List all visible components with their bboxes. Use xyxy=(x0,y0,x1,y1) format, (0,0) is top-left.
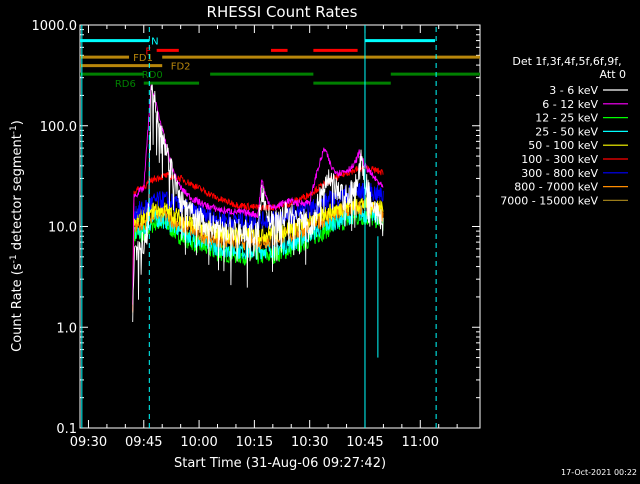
vertical-markers xyxy=(81,25,437,428)
generation-timestamp: 17-Oct-2021 00:22 xyxy=(561,468,637,477)
y-tick-label: 10.0 xyxy=(48,221,77,236)
legend-label: 800 - 7000 keV xyxy=(514,181,598,194)
y-axis-label: Count Rate (s-1 detector segment-1) xyxy=(9,120,25,352)
x-tick-label: 09:30 xyxy=(70,435,107,450)
legend-label: 12 - 25 keV xyxy=(535,112,598,125)
x-tick-label: 10:00 xyxy=(180,435,217,450)
legend-header-detectors: Det 1f,3f,4f,5f,6f,9f, xyxy=(512,55,621,68)
series-layer xyxy=(132,82,384,323)
state-label-rd6: RD6 xyxy=(115,79,136,90)
legend: Det 1f,3f,4f,5f,6f,9f, Att 0 3 - 6 keV6 … xyxy=(500,55,628,207)
state-label-fd2: FD2 xyxy=(171,62,191,73)
y-axis-label-main: Count Rate (s xyxy=(10,263,25,352)
y-axis-label-sup2: -1 xyxy=(9,125,19,134)
y-axis: 0.1 1.0 10.0 100.0 1000.0 xyxy=(32,19,480,437)
legend-label: 6 - 12 keV xyxy=(542,98,598,111)
legend-header-attenuator: Att 0 xyxy=(600,68,626,81)
state-label-f: F xyxy=(145,46,151,57)
y-tick-label: 1000.0 xyxy=(32,19,78,34)
legend-label: 50 - 100 keV xyxy=(528,139,598,152)
series-line-50-100-kev xyxy=(133,194,384,245)
state-label-n: N xyxy=(151,37,158,48)
x-tick-label: 10:15 xyxy=(236,435,273,450)
y-tick-label: 1.0 xyxy=(56,321,77,336)
y-tick-label: 0.1 xyxy=(56,422,77,437)
y-tick-label: 100.0 xyxy=(40,120,77,135)
legend-label: 100 - 300 keV xyxy=(521,153,598,166)
state-label-rd0: RD0 xyxy=(142,70,163,81)
chart-title: RHESSI Count Rates xyxy=(207,3,358,21)
x-tick-label: 11:00 xyxy=(402,435,439,450)
x-tick-label: 10:45 xyxy=(346,435,383,450)
legend-label: 3 - 6 keV xyxy=(549,84,598,97)
legend-label: 7000 - 15000 keV xyxy=(500,194,598,207)
series-line-3-6-kev xyxy=(132,82,384,323)
x-axis-label: Start Time (31-Aug-06 09:27:42) xyxy=(174,456,386,471)
x-tick-label: 10:30 xyxy=(291,435,328,450)
legend-label: 300 - 800 keV xyxy=(521,167,598,180)
x-axis: 09:30 09:45 10:00 10:15 10:30 10:45 11:00 xyxy=(70,25,458,450)
y-axis-label-end: ) xyxy=(10,120,25,125)
y-axis-label-sup1: -1 xyxy=(9,254,19,263)
legend-label: 25 - 50 keV xyxy=(535,125,598,138)
x-tick-label: 09:45 xyxy=(125,435,162,450)
state-label-fd1: FD1 xyxy=(133,53,153,64)
y-axis-label-mid: detector segment xyxy=(10,134,25,254)
